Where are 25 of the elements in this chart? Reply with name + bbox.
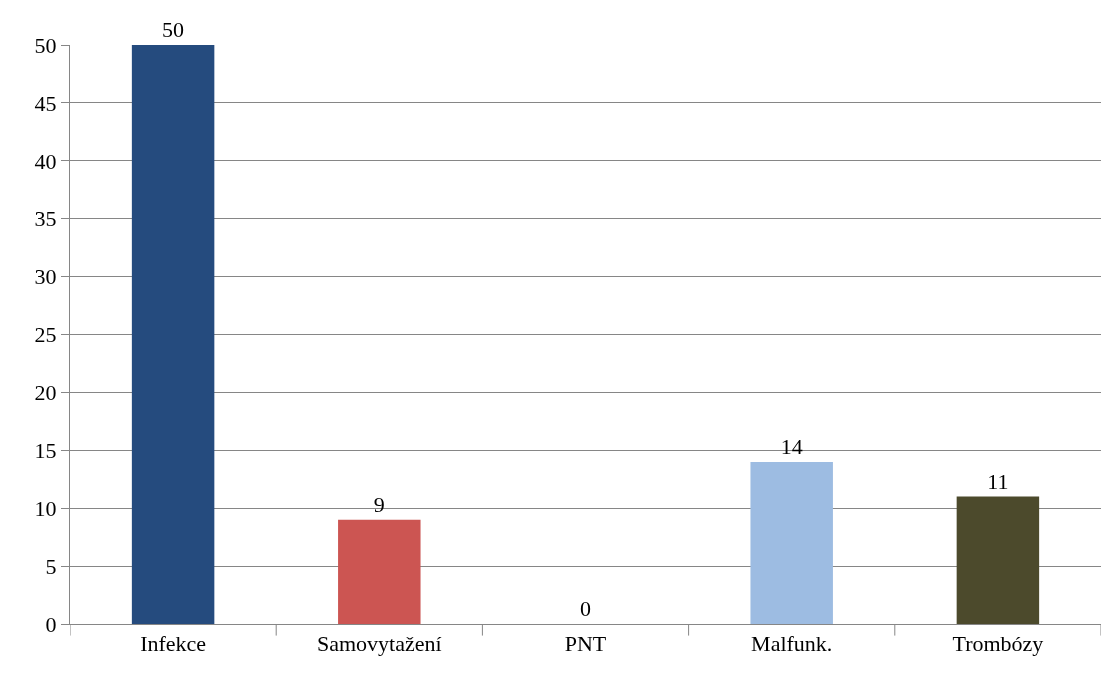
y-tick-label: 15 xyxy=(34,438,57,463)
data-label: 0 xyxy=(580,596,591,621)
bar xyxy=(131,45,215,624)
data-label: 50 xyxy=(162,17,185,42)
y-tick-label: 30 xyxy=(34,264,57,290)
x-tick-label: Trombózy xyxy=(952,631,1044,657)
y-tick-label: 5 xyxy=(45,553,57,579)
data-label: 14 xyxy=(780,433,803,459)
bar xyxy=(956,496,1040,624)
x-tick-label: PNT xyxy=(564,631,607,657)
x-tick-label: Malfunk. xyxy=(751,631,833,657)
y-tick-label: 45 xyxy=(34,90,57,116)
y-tick-label: 25 xyxy=(34,322,57,348)
bar xyxy=(338,519,421,624)
data-label: 11 xyxy=(987,468,1009,494)
x-tick-label: Samovytažení xyxy=(316,631,442,657)
y-tick-label: 50 xyxy=(34,32,57,58)
bar xyxy=(750,461,833,624)
y-tick-label: 10 xyxy=(34,495,57,521)
y-tick-label: 40 xyxy=(34,148,57,174)
y-tick-label: 35 xyxy=(34,206,57,232)
x-tick-label: Infekce xyxy=(140,631,207,657)
y-tick-label: 0 xyxy=(45,611,57,637)
data-label: 9 xyxy=(373,491,385,517)
y-tick-label: 20 xyxy=(34,380,57,406)
